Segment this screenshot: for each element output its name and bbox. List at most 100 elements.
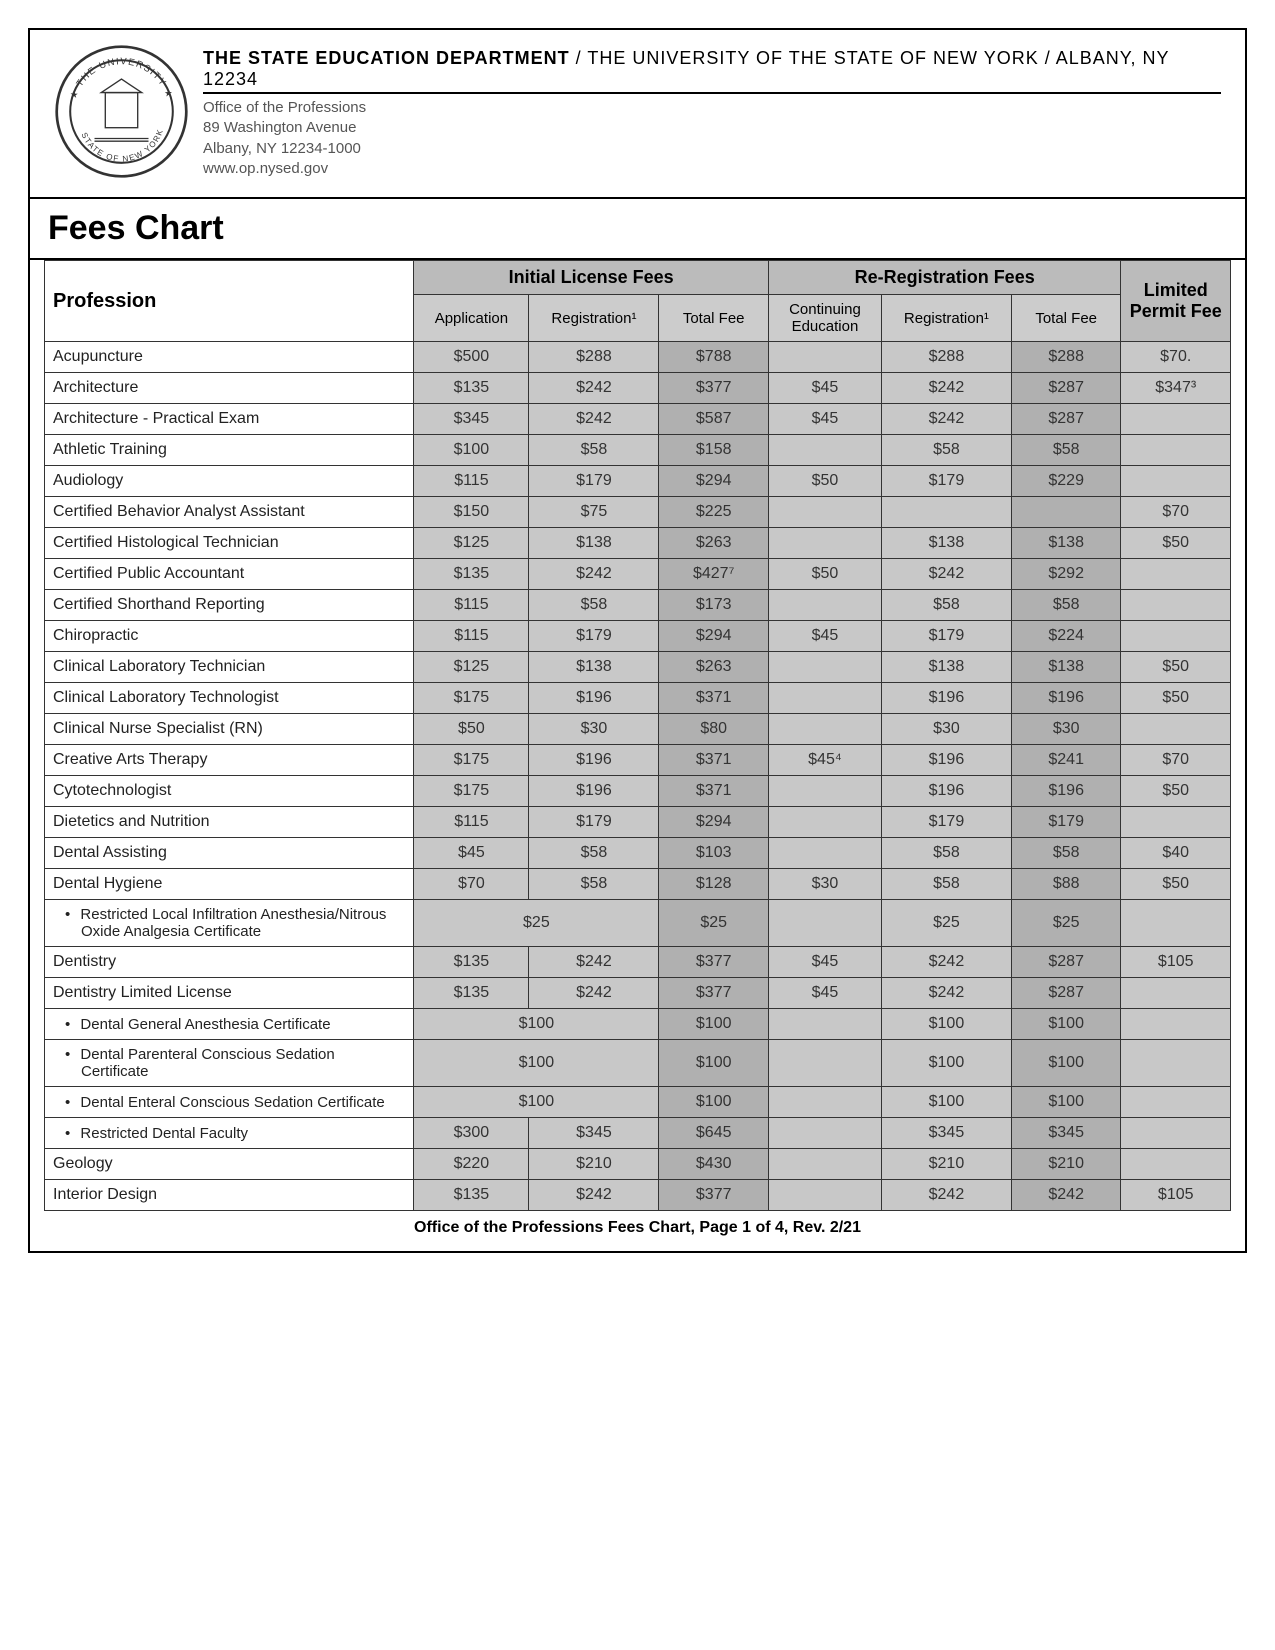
cell-registration-initial: $179: [529, 621, 659, 652]
cell-application: $125: [414, 652, 529, 683]
cell-total-rereg: $224: [1011, 621, 1121, 652]
cell-limited-permit: [1121, 1118, 1231, 1149]
cell-app-reg-merged: $100: [414, 1087, 659, 1118]
cell-continuing-education: [768, 1149, 881, 1180]
cell-limited-permit: [1121, 466, 1231, 497]
cell-continuing-education: $45: [768, 621, 881, 652]
cell-registration-rereg: $58: [881, 838, 1011, 869]
cell-total-rereg: $242: [1011, 1180, 1121, 1211]
cell-profession: Creative Arts Therapy: [45, 745, 414, 776]
table-row: Certified Behavior Analyst Assistant$150…: [45, 497, 1231, 528]
cell-profession: Clinical Laboratory Technologist: [45, 683, 414, 714]
cell-limited-permit: $50: [1121, 869, 1231, 900]
cell-app-reg-merged: $100: [414, 1009, 659, 1040]
cell-profession: Architecture: [45, 373, 414, 404]
cell-application: $175: [414, 683, 529, 714]
cell-registration-rereg: $242: [881, 978, 1011, 1009]
table-row: Athletic Training$100$58$158$58$58: [45, 435, 1231, 466]
cell-registration-initial: $75: [529, 497, 659, 528]
cell-registration-rereg: $100: [881, 1009, 1011, 1040]
cell-profession: Certified Public Accountant: [45, 559, 414, 590]
cell-application: $70: [414, 869, 529, 900]
cell-total-rereg: $58: [1011, 435, 1121, 466]
table-row: Restricted Dental Faculty$300$345$645$34…: [45, 1118, 1231, 1149]
cell-profession: Cytotechnologist: [45, 776, 414, 807]
cell-registration-rereg: $100: [881, 1087, 1011, 1118]
cell-registration-rereg: $288: [881, 342, 1011, 373]
cell-total-rereg: $179: [1011, 807, 1121, 838]
cell-limited-permit: [1121, 590, 1231, 621]
university-seal-icon: ★ THE UNIVERSITY ★ STATE OF NEW YORK: [54, 44, 189, 179]
cell-registration-rereg: $242: [881, 373, 1011, 404]
cell-total-rereg: $88: [1011, 869, 1121, 900]
cell-continuing-education: [768, 1118, 881, 1149]
cell-limited-permit: [1121, 714, 1231, 745]
cell-limited-permit: $40: [1121, 838, 1231, 869]
cell-continuing-education: [768, 838, 881, 869]
table-row: Certified Public Accountant$135$242$427⁷…: [45, 559, 1231, 590]
cell-total-rereg: $100: [1011, 1087, 1121, 1118]
cell-registration-initial: $196: [529, 776, 659, 807]
cell-limited-permit: [1121, 404, 1231, 435]
cell-registration-initial: $242: [529, 559, 659, 590]
cell-registration-rereg: $58: [881, 590, 1011, 621]
cell-continuing-education: [768, 807, 881, 838]
cell-application: $135: [414, 947, 529, 978]
cell-total-initial: $173: [659, 590, 769, 621]
cell-profession: Interior Design: [45, 1180, 414, 1211]
cell-continuing-education: [768, 497, 881, 528]
fees-table: Profession Initial License Fees Re-Regis…: [44, 260, 1231, 1211]
cell-limited-permit: $70: [1121, 497, 1231, 528]
table-row: Audiology$115$179$294$50$179$229: [45, 466, 1231, 497]
cell-registration-rereg: $242: [881, 1180, 1011, 1211]
cell-total-initial: $371: [659, 683, 769, 714]
cell-registration-initial: $345: [529, 1118, 659, 1149]
table-row: Dentistry$135$242$377$45$242$287$105: [45, 947, 1231, 978]
cell-total-rereg: $241: [1011, 745, 1121, 776]
cell-registration-initial: $196: [529, 745, 659, 776]
cell-continuing-education: $45: [768, 373, 881, 404]
cell-profession: Architecture - Practical Exam: [45, 404, 414, 435]
cell-registration-rereg: $196: [881, 745, 1011, 776]
cell-limited-permit: [1121, 621, 1231, 652]
cell-limited-permit: $50: [1121, 776, 1231, 807]
cell-registration-initial: $58: [529, 590, 659, 621]
table-row: Creative Arts Therapy$175$196$371$45⁴$19…: [45, 745, 1231, 776]
cell-registration-rereg: $58: [881, 869, 1011, 900]
dept-name-bold: THE STATE EDUCATION DEPARTMENT: [203, 48, 570, 68]
cell-total-rereg: $58: [1011, 590, 1121, 621]
office-address: Office of the Professions 89 Washington …: [203, 98, 1221, 179]
letterhead: ★ THE UNIVERSITY ★ STATE OF NEW YORK THE…: [30, 30, 1245, 197]
cell-continuing-education: [768, 1180, 881, 1211]
cell-total-initial: $263: [659, 528, 769, 559]
cell-registration-rereg: $179: [881, 807, 1011, 838]
col-continuing-education: Continuing Education: [768, 295, 881, 342]
cell-profession: Chiropractic: [45, 621, 414, 652]
cell-registration-initial: $30: [529, 714, 659, 745]
cell-registration-initial: $242: [529, 373, 659, 404]
cell-application: $135: [414, 1180, 529, 1211]
cell-limited-permit: $50: [1121, 683, 1231, 714]
cell-application: $175: [414, 745, 529, 776]
table-row: Clinical Laboratory Technologist$175 $196…: [45, 683, 1231, 714]
cell-total-rereg: $292: [1011, 559, 1121, 590]
cell-total-rereg: [1011, 497, 1121, 528]
cell-application: $300: [414, 1118, 529, 1149]
cell-profession: Dietetics and Nutrition: [45, 807, 414, 838]
cell-continuing-education: $30: [768, 869, 881, 900]
cell-limited-permit: [1121, 1087, 1231, 1118]
cell-registration-rereg: $196: [881, 683, 1011, 714]
table-row: Acupuncture$500$288$788$288$288$70.: [45, 342, 1231, 373]
cell-continuing-education: $45: [768, 947, 881, 978]
cell-profession: Dental Hygiene: [45, 869, 414, 900]
cell-profession: Dental Enteral Conscious Sedation Certif…: [45, 1087, 414, 1118]
cell-registration-initial: $210: [529, 1149, 659, 1180]
table-row: Dental Hygiene$70$58$128$30$58$88$50: [45, 869, 1231, 900]
col-group-rereg: Re-Registration Fees: [768, 261, 1120, 295]
cell-application: $345: [414, 404, 529, 435]
cell-limited-permit: [1121, 978, 1231, 1009]
col-group-initial: Initial License Fees: [414, 261, 769, 295]
cell-registration-rereg: $345: [881, 1118, 1011, 1149]
cell-total-rereg: $229: [1011, 466, 1121, 497]
cell-continuing-education: $50: [768, 466, 881, 497]
